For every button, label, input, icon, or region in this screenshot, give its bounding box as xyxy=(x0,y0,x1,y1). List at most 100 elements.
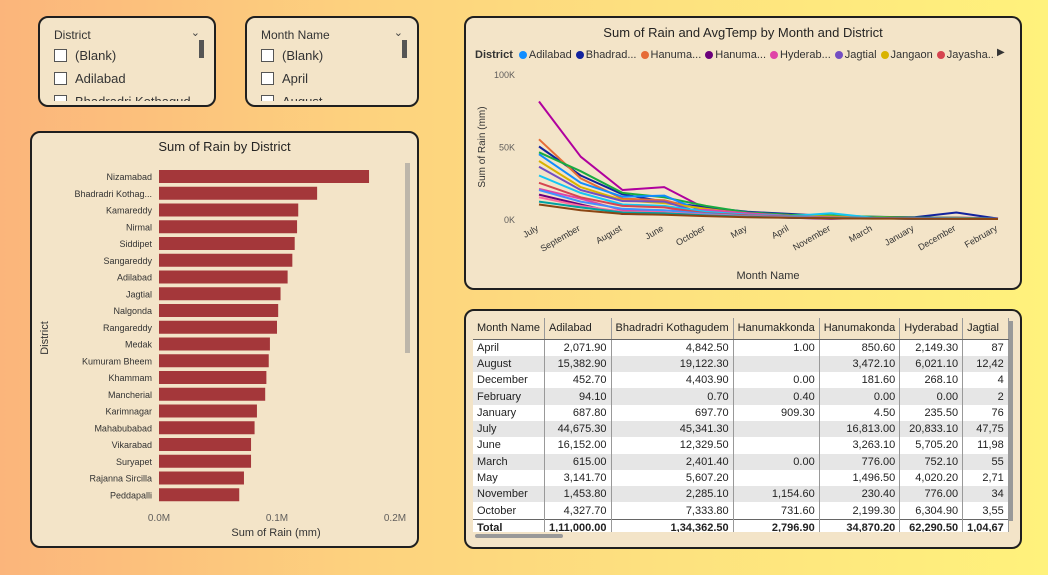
table-row: May 3,141.70 5,607.20 1,496.50 4,020.20 2,71 xyxy=(473,469,1009,487)
checkbox[interactable] xyxy=(261,95,274,101)
bar[interactable] xyxy=(159,220,298,234)
chevron-down-icon[interactable]: ⌄ xyxy=(393,27,403,39)
legend-label: Hanuma... xyxy=(650,49,702,61)
legend-label: Jangaon xyxy=(890,49,933,61)
bar[interactable] xyxy=(159,371,267,384)
column-header[interactable]: Adilabad xyxy=(544,318,612,340)
legend-item[interactable]: Jayasha... xyxy=(936,49,995,61)
table-row: June 16,152.00 12,329.50 3,263.10 5,705.20 11… xyxy=(473,437,1009,454)
legend-next-icon[interactable]: ▶ xyxy=(997,47,1005,58)
line-chart-legend: District Adilabad Bhadrad... Hanuma... Hanu… xyxy=(475,48,995,62)
bar[interactable] xyxy=(159,488,240,502)
value-cell: 1,496.50 xyxy=(819,469,901,487)
bar-category-label: Sangareddy xyxy=(103,256,152,266)
column-header[interactable]: Jagtial xyxy=(962,318,1009,340)
bar[interactable] xyxy=(159,237,295,250)
slicer-item[interactable]: (Blank) xyxy=(54,44,190,67)
legend-title: District xyxy=(475,49,513,61)
legend-item[interactable]: Jangaon xyxy=(880,49,933,61)
column-header[interactable]: Bhadradri Kothagudem xyxy=(611,318,734,340)
bar-category-label: Medak xyxy=(125,340,153,350)
bar[interactable] xyxy=(159,203,299,217)
series-line[interactable] xyxy=(538,203,999,220)
value-cell: 12,329.50 xyxy=(611,437,734,454)
slicer-item[interactable]: Adilabad xyxy=(54,67,190,90)
bar[interactable] xyxy=(159,186,318,200)
bar[interactable] xyxy=(159,404,257,418)
slicer-item[interactable]: April xyxy=(261,67,393,90)
series-line[interactable] xyxy=(538,145,999,220)
bar[interactable] xyxy=(159,170,370,183)
checkbox[interactable] xyxy=(54,95,67,101)
bar-chart-scrollbar[interactable] xyxy=(405,163,410,353)
slicer-item[interactable]: August xyxy=(261,90,393,101)
column-header[interactable]: Hanumakkonda xyxy=(733,318,820,340)
matrix-horizontal-scrollbar[interactable] xyxy=(475,534,563,538)
legend-item[interactable]: Bhadrad... xyxy=(575,49,637,61)
bar[interactable] xyxy=(159,337,270,351)
legend-item[interactable]: Hyderab... xyxy=(770,49,831,61)
value-cell: 1.00 xyxy=(733,339,820,356)
bar[interactable] xyxy=(159,421,255,435)
matrix-vertical-scrollbar[interactable] xyxy=(1009,321,1013,521)
value-cell: 697.70 xyxy=(611,404,734,421)
legend-label: Bhadrad... xyxy=(585,49,637,61)
bar[interactable] xyxy=(159,438,252,451)
slicer-scrollbar[interactable] xyxy=(402,40,407,58)
bar[interactable] xyxy=(159,320,277,334)
line-chart-title: Sum of Rain and AvgTemp by Month and Dis… xyxy=(603,25,883,40)
checkbox[interactable] xyxy=(54,49,67,62)
table-row: December 452.70 4,403.90 0.00 181.60 268.10 4 xyxy=(473,372,1009,389)
series-line[interactable] xyxy=(538,151,999,220)
legend-dot-icon xyxy=(705,51,714,59)
legend-label: Hyderab... xyxy=(780,49,831,61)
bar[interactable] xyxy=(159,471,244,485)
column-header[interactable]: Hyderabad xyxy=(899,318,964,340)
x-tick-label: 0.0M xyxy=(148,513,170,524)
legend-dot-icon xyxy=(880,51,889,59)
bar-category-label: Peddapalli xyxy=(110,490,152,500)
legend-item[interactable]: Jagtial xyxy=(834,49,877,61)
district-slicer-list: (Blank) Adilabad Bhadradri Kothagudem xyxy=(54,44,190,101)
value-cell: 34,870.20 xyxy=(819,518,901,532)
slicer-scrollbar[interactable] xyxy=(199,40,204,58)
value-cell: 235.50 xyxy=(899,404,964,421)
column-header[interactable]: Month Name xyxy=(473,318,545,340)
legend-label: Jagtial xyxy=(844,49,877,61)
bar[interactable] xyxy=(159,270,288,284)
bar[interactable] xyxy=(159,354,269,368)
bar[interactable] xyxy=(159,304,279,317)
x-tick-label: September xyxy=(539,223,582,254)
legend-item[interactable]: Hanuma... xyxy=(705,49,766,61)
slicer-item[interactable]: Bhadradri Kothagudem xyxy=(54,90,190,101)
matrix-table: Month Name Adilabad Bhadradri Kothagudem Ha… xyxy=(473,318,1009,532)
x-tick-label: February xyxy=(963,223,1000,250)
value-cell: 11,98 xyxy=(962,437,1009,454)
value-cell: 94.10 xyxy=(544,388,612,405)
legend-item[interactable]: Hanuma... xyxy=(640,49,702,61)
chevron-down-icon[interactable]: ⌄ xyxy=(190,27,200,39)
bar-category-label: Nirmal xyxy=(126,222,152,232)
checkbox[interactable] xyxy=(261,72,274,85)
bar[interactable] xyxy=(159,253,293,267)
value-cell: 19,122.30 xyxy=(611,355,734,373)
bar[interactable] xyxy=(159,387,266,401)
value-cell xyxy=(733,469,820,487)
value-cell: 268.10 xyxy=(899,372,964,389)
bar[interactable] xyxy=(159,454,252,468)
value-cell: 15,382.90 xyxy=(544,355,612,373)
bar[interactable] xyxy=(159,287,281,301)
row-header-cell: Total xyxy=(473,518,545,532)
checkbox[interactable] xyxy=(261,49,274,62)
value-cell: 16,152.00 xyxy=(544,437,612,454)
bar-category-label: Jagtial xyxy=(126,289,152,299)
value-cell: 4,327.70 xyxy=(544,502,612,520)
slicer-item-label: (Blank) xyxy=(282,48,324,63)
column-header[interactable]: Hanumakonda xyxy=(819,318,901,340)
legend-item[interactable]: Adilabad xyxy=(518,49,572,61)
value-cell xyxy=(733,437,820,454)
table-row: November 1,453.80 2,285.10 1,154.60 230.40 77… xyxy=(473,486,1009,503)
slicer-item[interactable]: (Blank) xyxy=(261,44,393,67)
checkbox[interactable] xyxy=(54,72,67,85)
value-cell: 16,813.00 xyxy=(819,420,901,438)
